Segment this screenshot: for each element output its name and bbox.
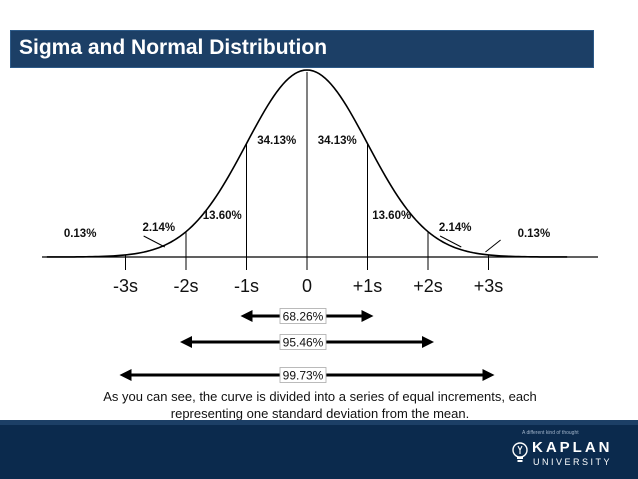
region-percent-label: 0.13% bbox=[64, 228, 97, 240]
x-tick-label: -3s bbox=[113, 276, 138, 296]
range-label-box bbox=[279, 367, 327, 383]
x-tick-label: +1s bbox=[353, 276, 383, 296]
logo-tagline: A different kind of thought bbox=[522, 430, 579, 436]
region-percent-label: 13.60% bbox=[203, 210, 242, 222]
region-percent-label: 0.13% bbox=[518, 228, 551, 240]
region-percent-label: 2.14% bbox=[439, 222, 472, 234]
footer-divider bbox=[0, 420, 638, 425]
x-tick-label: -2s bbox=[173, 276, 198, 296]
range-label: 68.26% bbox=[283, 310, 324, 324]
range-arrow-head-right bbox=[361, 310, 374, 322]
region-percent-label: 34.13% bbox=[257, 135, 296, 147]
x-tick-label: +3s bbox=[474, 276, 504, 296]
kaplan-logo: A different kind of thought KAPLAN UNIVE… bbox=[510, 428, 634, 476]
logo-subtitle: UNIVERSITY bbox=[533, 457, 613, 467]
title-bar: Sigma and Normal Distribution bbox=[10, 30, 594, 68]
range-label: 95.46% bbox=[283, 336, 324, 350]
range-arrow-head-left bbox=[240, 310, 253, 322]
region-percent-label: 2.14% bbox=[142, 222, 175, 234]
slide-title: Sigma and Normal Distribution bbox=[19, 36, 328, 59]
range-label-box bbox=[279, 308, 327, 324]
slide-caption: As you can see, the curve is divided int… bbox=[103, 389, 537, 421]
region-percent-label: 34.13% bbox=[318, 135, 357, 147]
x-tick-label: 0 bbox=[302, 276, 312, 296]
range-label: 99.73% bbox=[283, 369, 324, 383]
x-tick-label: -1s bbox=[234, 276, 259, 296]
range-arrow-head-left bbox=[180, 336, 192, 348]
x-tick-label: +2s bbox=[413, 276, 443, 296]
range-arrow-head-right bbox=[422, 336, 434, 348]
footer-bar bbox=[0, 425, 638, 479]
region-percent-label: 13.60% bbox=[372, 210, 411, 222]
bell-curve bbox=[46, 69, 568, 258]
tail-pointer bbox=[143, 235, 166, 248]
logo-wordmark: KAPLAN bbox=[532, 439, 613, 456]
tail-pointer bbox=[439, 235, 462, 248]
range-arrow-head-right bbox=[482, 369, 495, 381]
lightbulb-icon bbox=[512, 442, 528, 462]
tail-pointer bbox=[485, 239, 501, 253]
range-label-box bbox=[279, 334, 327, 350]
range-arrow-head-left bbox=[119, 369, 132, 381]
